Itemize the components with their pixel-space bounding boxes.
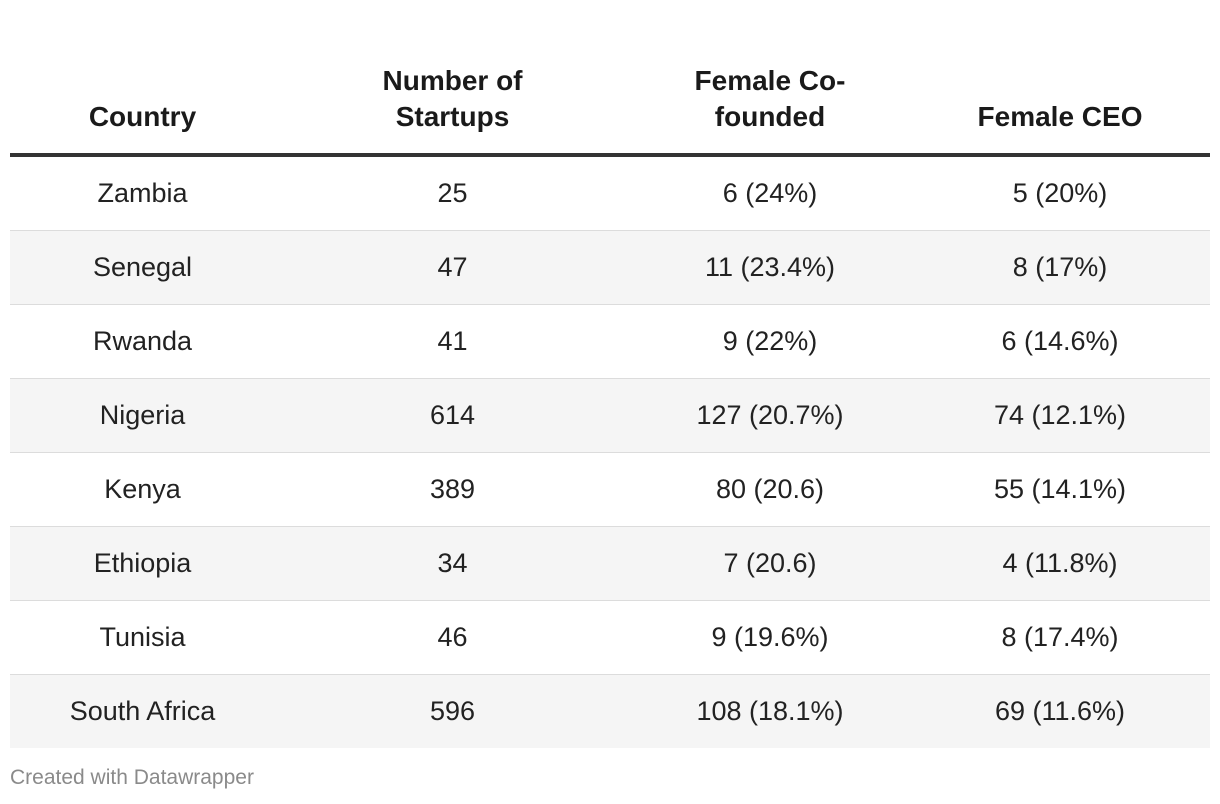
- header-row: Country Number of Startups Female Co-fou…: [10, 0, 1210, 157]
- cell-female-co-founded: 7 (20.6): [630, 526, 910, 601]
- column-header-label: Female Co-founded: [694, 65, 846, 132]
- cell-female-co-founded: 108 (18.1%): [630, 674, 910, 748]
- cell-country: Kenya: [10, 452, 275, 527]
- cell-country: Ethiopia: [10, 526, 275, 601]
- cell-country: Tunisia: [10, 600, 275, 675]
- table-row: Nigeria 614 127 (20.7%) 74 (12.1%): [10, 378, 1210, 453]
- column-header-female-co-founded[interactable]: Female Co-founded: [630, 0, 910, 157]
- table-row: Senegal 47 11 (23.4%) 8 (17%): [10, 230, 1210, 305]
- cell-female-co-founded: 6 (24%): [630, 155, 910, 231]
- cell-number-of-startups: 47: [275, 230, 630, 305]
- cell-female-co-founded: 127 (20.7%): [630, 378, 910, 453]
- data-table-container: Country Number of Startups Female Co-fou…: [10, 0, 1210, 748]
- cell-number-of-startups: 34: [275, 526, 630, 601]
- cell-female-co-founded: 11 (23.4%): [630, 230, 910, 305]
- cell-country: Senegal: [10, 230, 275, 305]
- cell-country: Rwanda: [10, 304, 275, 379]
- cell-female-ceo: 8 (17.4%): [910, 600, 1210, 675]
- column-header-female-ceo[interactable]: Female CEO: [910, 0, 1210, 157]
- column-header-country[interactable]: Country: [10, 0, 275, 157]
- table-row: Zambia 25 6 (24%) 5 (20%): [10, 155, 1210, 231]
- column-header-label: Female CEO: [977, 101, 1143, 132]
- startups-table: Country Number of Startups Female Co-fou…: [10, 0, 1210, 748]
- table-row: Ethiopia 34 7 (20.6) 4 (11.8%): [10, 526, 1210, 601]
- cell-female-ceo: 4 (11.8%): [910, 526, 1210, 601]
- cell-female-co-founded: 9 (19.6%): [630, 600, 910, 675]
- cell-female-ceo: 55 (14.1%): [910, 452, 1210, 527]
- table-header: Country Number of Startups Female Co-fou…: [10, 0, 1210, 157]
- cell-female-ceo: 8 (17%): [910, 230, 1210, 305]
- cell-country: South Africa: [10, 674, 275, 748]
- datawrapper-credit[interactable]: Created with Datawrapper: [10, 766, 254, 789]
- cell-number-of-startups: 614: [275, 378, 630, 453]
- column-header-label: Number of Startups: [382, 65, 523, 132]
- cell-female-ceo: 6 (14.6%): [910, 304, 1210, 379]
- cell-female-co-founded: 9 (22%): [630, 304, 910, 379]
- cell-female-co-founded: 80 (20.6): [630, 452, 910, 527]
- cell-number-of-startups: 46: [275, 600, 630, 675]
- table-row: Rwanda 41 9 (22%) 6 (14.6%): [10, 304, 1210, 379]
- cell-female-ceo: 69 (11.6%): [910, 674, 1210, 748]
- cell-female-ceo: 74 (12.1%): [910, 378, 1210, 453]
- cell-number-of-startups: 596: [275, 674, 630, 748]
- cell-country: Zambia: [10, 155, 275, 231]
- cell-number-of-startups: 389: [275, 452, 630, 527]
- table-body: Zambia 25 6 (24%) 5 (20%) Senegal 47 11 …: [10, 155, 1210, 748]
- cell-number-of-startups: 25: [275, 155, 630, 231]
- cell-female-ceo: 5 (20%): [910, 155, 1210, 231]
- column-header-number-of-startups[interactable]: Number of Startups: [275, 0, 630, 157]
- table-row: South Africa 596 108 (18.1%) 69 (11.6%): [10, 674, 1210, 748]
- table-row: Tunisia 46 9 (19.6%) 8 (17.4%): [10, 600, 1210, 675]
- cell-number-of-startups: 41: [275, 304, 630, 379]
- table-row: Kenya 389 80 (20.6) 55 (14.1%): [10, 452, 1210, 527]
- column-header-label: Country: [88, 101, 197, 132]
- cell-country: Nigeria: [10, 378, 275, 453]
